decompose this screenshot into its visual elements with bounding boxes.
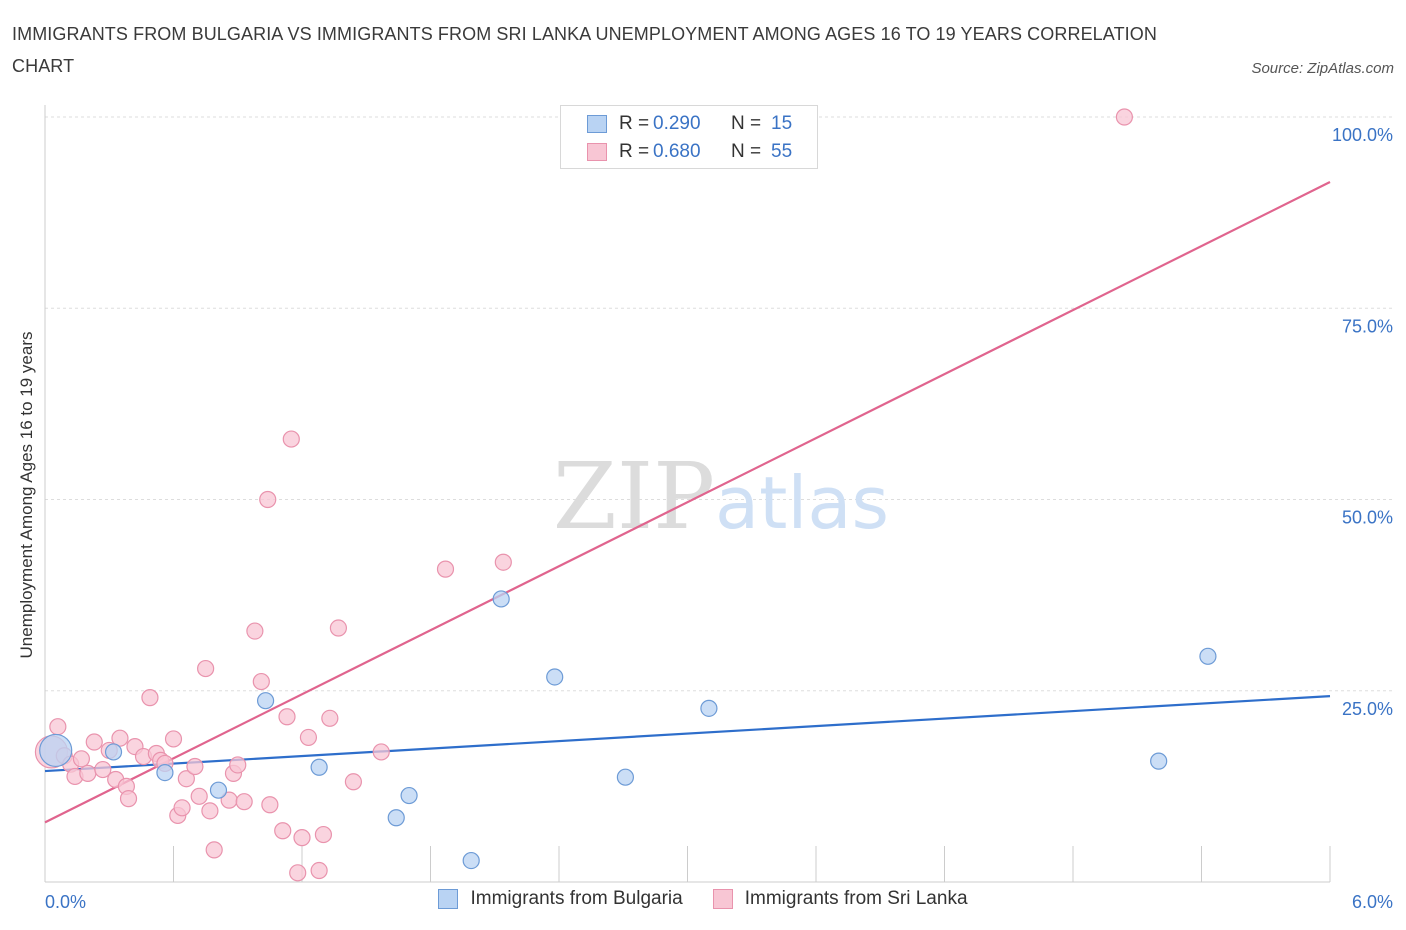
data-point-sri-lanka (190, 787, 208, 805)
data-point-sri-lanka (49, 718, 67, 736)
series-legend: Immigrants from Bulgaria Immigrants from… (0, 888, 1406, 910)
series-swatch-sri-lanka (712, 889, 733, 909)
data-point-sri-lanka (261, 796, 279, 814)
data-point-sri-lanka (246, 622, 264, 640)
y-tick-label: 100.0% (1332, 125, 1393, 145)
x-tick-label: 0.0% (45, 892, 86, 912)
data-point-bulgaria (616, 768, 634, 786)
data-point-sri-lanka (119, 790, 138, 808)
data-point-bulgaria (700, 699, 718, 717)
y-tick-labels: 25.0% 50.0% 75.0% 100.0% (1332, 125, 1393, 719)
data-point-bulgaria (462, 851, 480, 870)
data-point-sri-lanka (72, 750, 91, 768)
legend-swatch-sri-lanka (587, 143, 607, 161)
series-label-sri-lanka: Immigrants from Sri Lanka (744, 888, 968, 909)
data-point-bulgaria (1150, 752, 1168, 770)
data-point-bulgaria (310, 758, 328, 776)
data-point-sri-lanka (299, 728, 318, 747)
legend-r-label: R = (619, 113, 650, 134)
correlation-legend: R = 0.290 N = 15 R = 0.680 N = 55 (560, 105, 818, 169)
data-point-bulgaria (156, 764, 174, 782)
data-point-sri-lanka (321, 709, 339, 727)
data-point-sri-lanka (79, 764, 97, 782)
data-point-sri-lanka (197, 659, 215, 678)
series-swatch-bulgaria (438, 889, 459, 909)
data-point-bulgaria (546, 668, 564, 686)
data-point-bulgaria (104, 743, 123, 761)
data-point-sri-lanka (372, 743, 390, 761)
data-point-sri-lanka (111, 729, 129, 747)
data-point-sri-lanka (205, 841, 223, 859)
bulgaria-points (39, 590, 1217, 870)
series-legend-bulgaria[interactable]: Immigrants from Bulgaria (438, 888, 683, 910)
legend-swatch-bulgaria (587, 115, 607, 133)
data-point-sri-lanka (344, 773, 362, 791)
data-point-sri-lanka (94, 760, 112, 779)
data-point-sri-lanka (494, 553, 512, 571)
legend-n-value: 55 (771, 141, 793, 162)
trend-line-sri-lanka (44, 181, 1331, 824)
data-point-bulgaria (39, 733, 73, 768)
legend-row-sri-lanka: R = 0.680 N = 55 (587, 139, 792, 165)
data-point-sri-lanka (141, 689, 159, 707)
series-label-bulgaria: Immigrants from Bulgaria (470, 888, 683, 909)
x-tick-labels: 0.0% 6.0% (45, 892, 1393, 912)
data-point-sri-lanka (177, 770, 195, 788)
trend-lines (44, 181, 1331, 824)
data-point-sri-lanka (293, 829, 311, 847)
legend-n-value: 15 (771, 113, 793, 134)
y-tick-label: 75.0% (1342, 316, 1393, 336)
watermark-zip: ZIP (553, 443, 715, 550)
legend-n-label: N = (731, 113, 762, 134)
data-point-bulgaria (209, 781, 228, 799)
data-point-sri-lanka (201, 802, 219, 820)
data-point-sri-lanka (289, 864, 307, 882)
data-point-bulgaria (256, 692, 275, 710)
legend-r-label: R = (619, 141, 650, 162)
x-tick-label: 6.0% (1352, 892, 1393, 912)
legend-r-value: 0.290 (653, 113, 701, 134)
data-point-sri-lanka (282, 430, 300, 448)
data-point-sri-lanka (314, 825, 333, 844)
watermark-atlas: atlas (715, 461, 889, 545)
data-point-sri-lanka (229, 756, 247, 774)
data-point-bulgaria (387, 809, 405, 827)
chart-title: IMMIGRANTS FROM BULGARIA VS IMMIGRANTS F… (12, 24, 1157, 76)
data-point-bulgaria (492, 590, 510, 608)
data-point-bulgaria (400, 786, 418, 805)
y-tick-label: 50.0% (1342, 508, 1393, 528)
data-point-sri-lanka (310, 861, 328, 880)
y-tick-label: 25.0% (1342, 699, 1393, 719)
data-point-sri-lanka (436, 560, 455, 578)
source-label: Source: ZipAtlas.com (1251, 60, 1394, 77)
data-point-sri-lanka (164, 730, 183, 748)
trend-line-bulgaria (44, 695, 1331, 773)
data-point-sri-lanka (252, 672, 270, 691)
data-point-sri-lanka (259, 490, 277, 509)
legend-row-bulgaria: R = 0.290 N = 15 (587, 111, 792, 137)
data-point-sri-lanka (85, 733, 103, 751)
series-legend-sri-lanka[interactable]: Immigrants from Sri Lanka (712, 888, 968, 910)
data-point-sri-lanka (1115, 108, 1134, 126)
data-point-bulgaria (1199, 647, 1217, 665)
data-point-sri-lanka (186, 757, 204, 776)
data-point-sri-lanka (173, 799, 191, 817)
data-point-sri-lanka (278, 708, 296, 726)
data-point-sri-lanka (329, 619, 348, 637)
data-point-sri-lanka (274, 822, 292, 840)
legend-n-label: N = (731, 141, 762, 162)
legend-r-value: 0.680 (653, 141, 701, 162)
grid-lines (45, 116, 1395, 692)
data-point-sri-lanka (235, 793, 253, 811)
